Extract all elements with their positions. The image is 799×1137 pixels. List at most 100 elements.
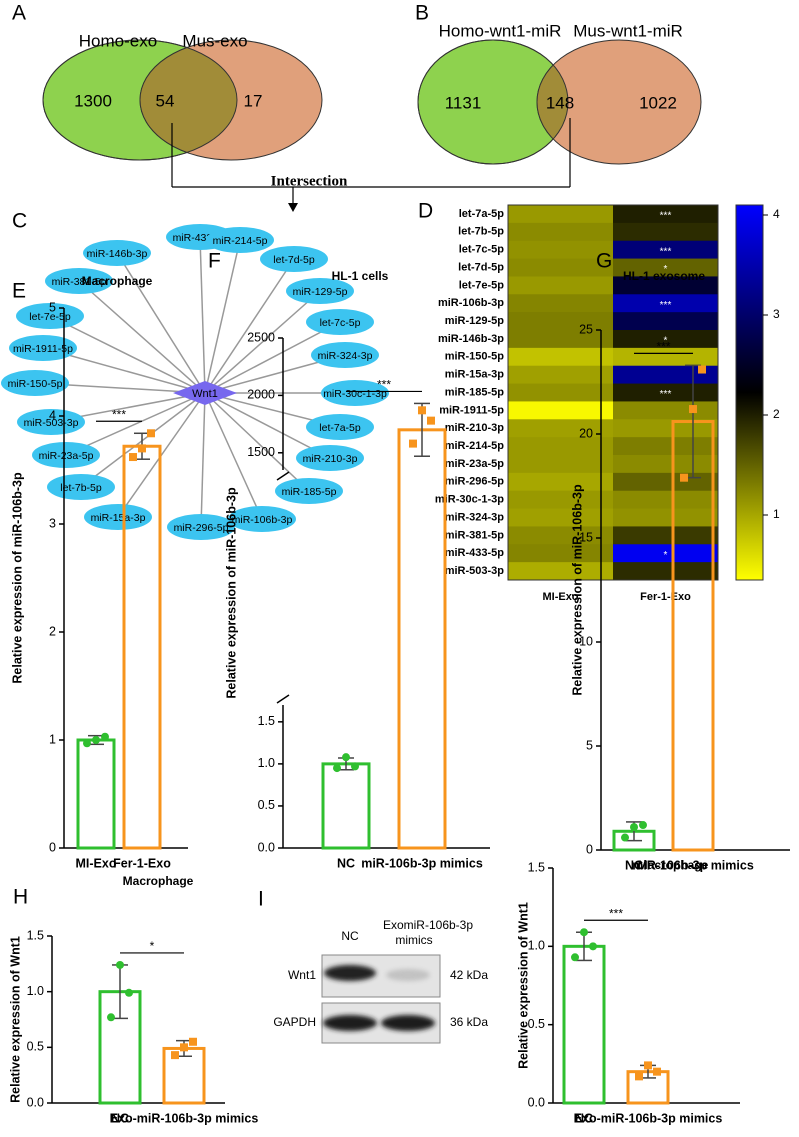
panel-letter: I [258, 888, 264, 911]
node-label: miR-15a-3p [91, 512, 146, 524]
y-tick-label: 1.0 [258, 756, 275, 770]
data-point [427, 416, 435, 425]
row-label: let-7d-5p [458, 261, 504, 273]
node [321, 380, 389, 406]
bar [562, 944, 606, 1105]
row-label: miR-296-5p [445, 476, 505, 488]
venn-count: 54 [156, 91, 175, 110]
set-label: Mus-exo [182, 31, 247, 50]
chart-title: Macrophage [82, 274, 153, 288]
significance: * [664, 264, 668, 275]
node [286, 278, 354, 304]
data-point [92, 736, 100, 744]
venn-count: 1131 [445, 93, 482, 112]
data-point [409, 439, 417, 448]
heat-cell [508, 472, 614, 492]
heat-cell [508, 205, 614, 224]
edge [204, 392, 310, 492]
data-point [125, 988, 133, 997]
node [32, 442, 100, 468]
node [45, 268, 113, 294]
row-label: miR-23a-5p [445, 458, 505, 470]
y-axis-label: Relative expression of miR-106b-3p [10, 472, 24, 684]
colorbar [735, 204, 764, 581]
colorbar-tick-label: 2 [773, 407, 780, 421]
panel-letter: C [12, 210, 27, 233]
set-label: Homo-wnt1-miR [439, 21, 562, 40]
node-label: miR-503-3p [24, 417, 79, 429]
significance: *** [656, 340, 670, 354]
node [311, 342, 379, 368]
heat-cell [508, 330, 614, 349]
node [1, 370, 69, 396]
edge [204, 290, 321, 394]
heatmap-frame [507, 204, 719, 581]
edge [80, 392, 206, 488]
data-point [101, 732, 109, 741]
edge [116, 252, 206, 394]
node [296, 445, 364, 471]
hub [173, 381, 237, 405]
data-point [189, 1037, 197, 1046]
heat-cell [508, 222, 614, 242]
y-tick-label: 2000 [247, 388, 275, 402]
colorbar-tick-label: 3 [773, 307, 780, 321]
x-tick-label: Exo-miR-106b-3p mimics [574, 1111, 723, 1125]
data-point [129, 453, 137, 462]
intersection-label: Intersection [271, 173, 348, 189]
heat-cell [508, 419, 614, 438]
significance: * [150, 939, 155, 953]
node-label: miR-324-3p [318, 350, 373, 362]
y-tick-label: 4 [49, 408, 56, 422]
node [228, 506, 296, 532]
axis-break [276, 694, 290, 704]
edge [204, 321, 341, 394]
data-point [351, 762, 359, 771]
heat-cell [613, 455, 719, 474]
row-label: miR-214-5p [445, 440, 505, 452]
data-point [589, 942, 597, 951]
heat-cell [613, 330, 719, 349]
heat-cell [508, 526, 614, 545]
node-label: miR-150-5p [8, 378, 63, 390]
heat-cell [613, 240, 719, 260]
data-point [698, 365, 706, 374]
y-tick-label: 0 [586, 842, 593, 856]
panel-letter: E [12, 280, 26, 303]
column-label: MI-Exo [542, 591, 578, 603]
y-tick-label: 0.0 [27, 1095, 44, 1109]
bar [397, 428, 447, 850]
significance: *** [660, 389, 672, 400]
data-point [630, 823, 638, 832]
band-name: GAPDH [273, 1015, 316, 1029]
node [306, 309, 374, 335]
row-label: let-7e-5p [459, 279, 505, 291]
y-tick-label: 0.0 [528, 1095, 545, 1109]
venn-outline [417, 39, 569, 165]
band-name: Wnt1 [288, 968, 316, 982]
data-point [333, 764, 341, 773]
x-tick-label: Fer-1-Exo [113, 856, 171, 870]
x-tick-label: miR-106b-3p mimics [632, 858, 754, 872]
data-point [83, 739, 91, 748]
y-tick-label: 0.0 [258, 840, 275, 854]
heat-cell [508, 508, 614, 527]
arrow-head [288, 203, 298, 212]
heat-cell [508, 455, 614, 474]
y-tick-label: 2500 [247, 330, 275, 344]
data-point [680, 473, 688, 482]
y-tick-label: 25 [579, 322, 593, 336]
data-point [107, 1013, 115, 1022]
y-tick-label: 1.0 [528, 939, 545, 953]
node [306, 414, 374, 440]
y-tick-label: 0 [49, 840, 56, 854]
significance: *** [660, 300, 672, 311]
band-size: 42 kDa [450, 968, 488, 982]
row-label: miR-106b-3p [438, 297, 504, 309]
y-tick-label: 5 [49, 300, 56, 314]
row-label: miR-150-5p [445, 351, 505, 363]
row-label: miR-129-5p [445, 315, 505, 327]
row-label: miR-503-3p [445, 565, 505, 577]
node-label: miR-185-5p [282, 486, 337, 498]
